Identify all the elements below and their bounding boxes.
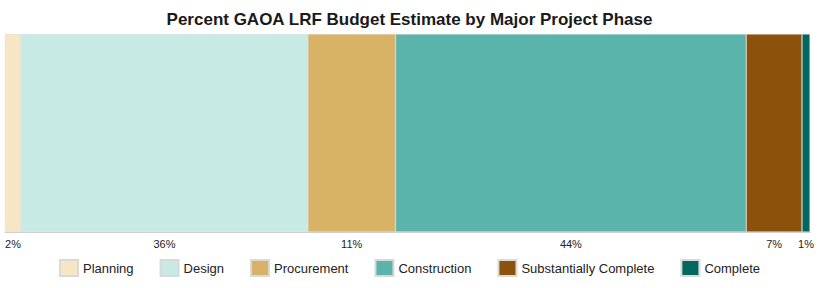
svg-text:Planning: Planning	[83, 261, 134, 276]
svg-text:Complete: Complete	[704, 261, 760, 276]
svg-text:7%: 7%	[766, 238, 782, 250]
svg-text:Design: Design	[184, 261, 224, 276]
svg-text:Procurement: Procurement	[274, 261, 349, 276]
svg-text:36%: 36%	[153, 238, 175, 250]
svg-text:Substantially Complete: Substantially Complete	[521, 261, 654, 276]
svg-text:44%: 44%	[560, 238, 582, 250]
svg-text:Percent GAOA LRF Budget Estima: Percent GAOA LRF Budget Estimate by Majo…	[167, 10, 653, 29]
svg-text:2%: 2%	[5, 238, 21, 250]
svg-text:11%: 11%	[341, 238, 362, 250]
svg-text:Construction: Construction	[398, 261, 471, 276]
svg-text:1%: 1%	[798, 238, 814, 250]
